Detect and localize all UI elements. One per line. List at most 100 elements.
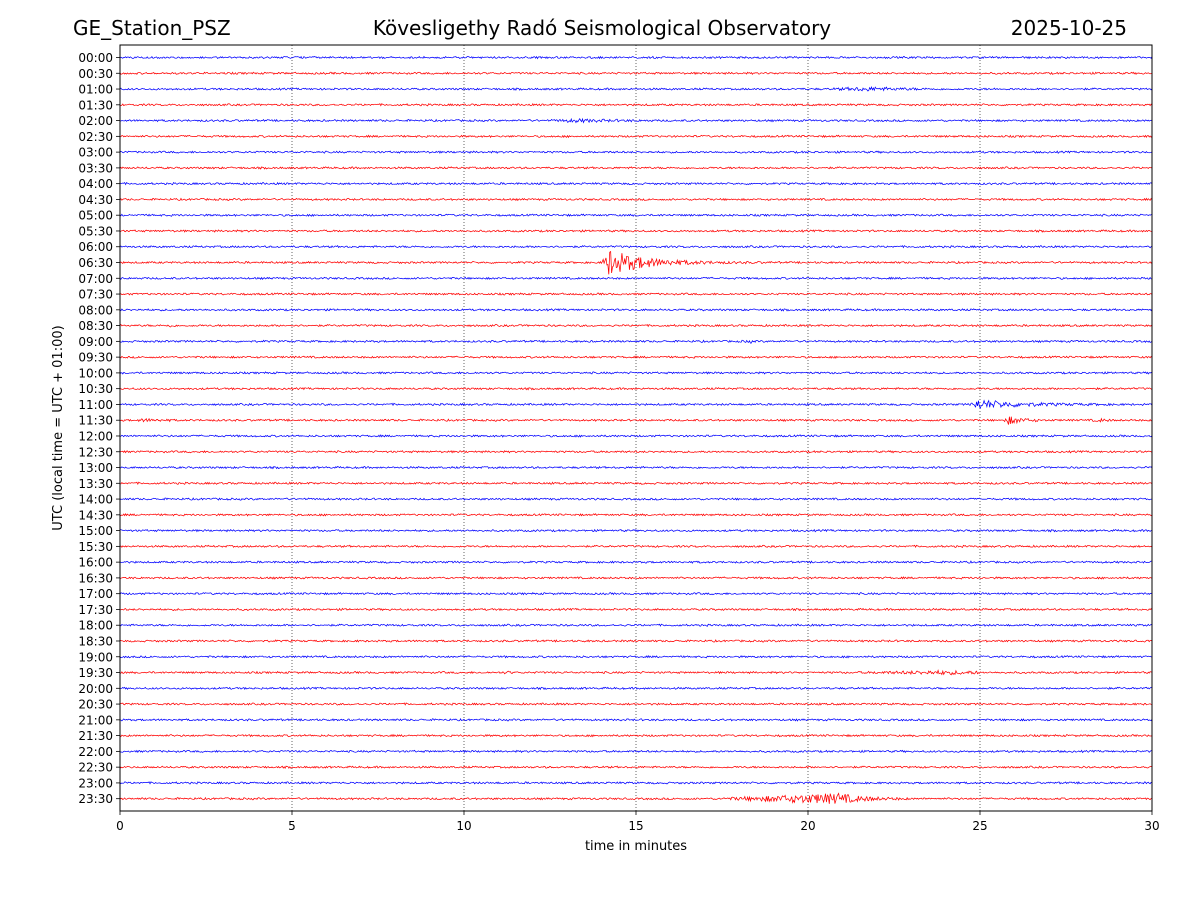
x-tick-label: 15 — [628, 819, 643, 833]
trace-row-1530 — [119, 544, 1153, 549]
trace-row-0600 — [119, 244, 1153, 249]
x-tick-label: 0 — [116, 819, 124, 833]
trace-row-0630 — [119, 250, 1153, 275]
trace-row-1730 — [119, 607, 1153, 612]
y-tick-label: 01:00 — [78, 83, 113, 97]
y-tick-label: 21:00 — [78, 713, 113, 727]
y-tick-label: 11:30 — [78, 414, 113, 428]
trace-row-0230 — [119, 134, 1153, 139]
y-tick-label: 18:00 — [78, 619, 113, 633]
trace-row-1130 — [119, 416, 1153, 425]
trace-row-2300 — [119, 781, 1153, 785]
trace-row-1930 — [119, 669, 1153, 676]
y-tick-label: 16:00 — [78, 556, 113, 570]
trace-row-1830 — [119, 639, 1153, 643]
y-tick-label: 00:30 — [78, 67, 113, 81]
trace-row-0830 — [119, 323, 1153, 328]
x-tick-label: 25 — [972, 819, 987, 833]
trace-row-2200 — [119, 749, 1153, 754]
trace-row-0500 — [119, 213, 1153, 217]
y-tick-label: 04:00 — [78, 177, 113, 191]
y-tick-label: 10:30 — [78, 382, 113, 396]
chart-date: 2025-10-25 — [1011, 16, 1127, 40]
x-tick-label: 10 — [456, 819, 471, 833]
y-tick-label: 19:00 — [78, 650, 113, 664]
trace-row-1230 — [119, 450, 1153, 454]
trace-row-1330 — [119, 481, 1153, 486]
trace-row-1030 — [119, 386, 1153, 391]
trace-row-1300 — [119, 465, 1153, 470]
trace-row-0130 — [119, 102, 1153, 107]
y-tick-label: 01:30 — [78, 98, 113, 112]
trace-row-0730 — [119, 292, 1153, 296]
chart-title: Kövesligethy Radó Seismological Observat… — [373, 16, 831, 40]
trace-row-2130 — [119, 733, 1153, 738]
y-tick-label: 08:30 — [78, 319, 113, 333]
trace-row-1600 — [119, 560, 1152, 564]
trace-row-1900 — [119, 654, 1153, 659]
y-tick-label: 23:00 — [78, 776, 113, 790]
trace-row-1630 — [119, 576, 1153, 580]
trace-row-1400 — [119, 497, 1153, 501]
y-tick-label: 20:00 — [78, 682, 113, 696]
trace-row-1430 — [119, 513, 1153, 517]
y-tick-label: 12:30 — [78, 445, 113, 459]
trace-rows — [119, 55, 1153, 804]
y-tick-label: 21:30 — [78, 729, 113, 743]
y-tick-label: 15:00 — [78, 524, 113, 538]
trace-row-0900 — [119, 339, 1153, 344]
trace-row-2230 — [119, 765, 1153, 769]
trace-row-0700 — [119, 276, 1153, 281]
y-tick-label: 05:30 — [78, 224, 113, 238]
y-tick-label: 18:30 — [78, 634, 113, 648]
y-tick-label: 12:00 — [78, 429, 113, 443]
y-tick-label: 14:30 — [78, 508, 113, 522]
trace-row-0100 — [119, 86, 1153, 92]
trace-row-2330 — [119, 792, 1153, 804]
y-tick-label: 04:30 — [78, 193, 113, 207]
x-tick-label: 30 — [1144, 819, 1159, 833]
x-axis-ticks: 0 5 10 15 20 25 30 — [116, 811, 1160, 833]
y-tick-label: 02:00 — [78, 114, 113, 128]
y-tick-label: 19:30 — [78, 666, 113, 680]
y-tick-label: 15:30 — [78, 540, 113, 554]
y-tick-label: 11:00 — [78, 398, 113, 412]
trace-row-2100 — [119, 717, 1153, 722]
x-tick-label: 5 — [288, 819, 296, 833]
trace-row-0200 — [119, 117, 1153, 124]
y-tick-label: 06:00 — [78, 240, 113, 254]
trace-row-0930 — [119, 355, 1153, 359]
y-tick-label: 02:30 — [78, 130, 113, 144]
trace-row-0030 — [119, 71, 1153, 76]
trace-row-0400 — [119, 181, 1153, 186]
y-tick-label: 03:30 — [78, 161, 113, 175]
y-tick-label: 03:00 — [78, 146, 113, 160]
trace-row-0000 — [119, 55, 1153, 60]
x-axis-label: time in minutes — [585, 839, 687, 854]
y-axis-label: UTC (local time = UTC + 01:00) — [51, 325, 66, 530]
trace-row-0330 — [119, 166, 1153, 170]
y-tick-label: 13:00 — [78, 461, 113, 475]
y-tick-label: 17:00 — [78, 587, 113, 601]
trace-row-1500 — [119, 528, 1153, 533]
y-tick-label: 10:00 — [78, 366, 113, 380]
trace-row-2000 — [119, 686, 1153, 691]
y-tick-label: 07:00 — [78, 272, 113, 286]
y-tick-label: 09:00 — [78, 335, 113, 349]
trace-row-0800 — [119, 308, 1153, 312]
trace-row-2030 — [119, 702, 1153, 706]
trace-row-1200 — [119, 434, 1153, 438]
y-tick-label: 05:00 — [78, 209, 113, 223]
y-tick-label: 00:00 — [78, 51, 113, 65]
station-name: GE_Station_PSZ — [73, 16, 231, 40]
trace-row-1800 — [119, 623, 1153, 627]
y-tick-label: 08:00 — [78, 303, 113, 317]
y-tick-label: 22:30 — [78, 761, 113, 775]
y-tick-label: 17:30 — [78, 603, 113, 617]
y-tick-label: 22:00 — [78, 745, 113, 759]
trace-row-0530 — [119, 229, 1153, 233]
plot-frame — [119, 44, 1153, 812]
y-tick-label: 16:30 — [78, 571, 113, 585]
